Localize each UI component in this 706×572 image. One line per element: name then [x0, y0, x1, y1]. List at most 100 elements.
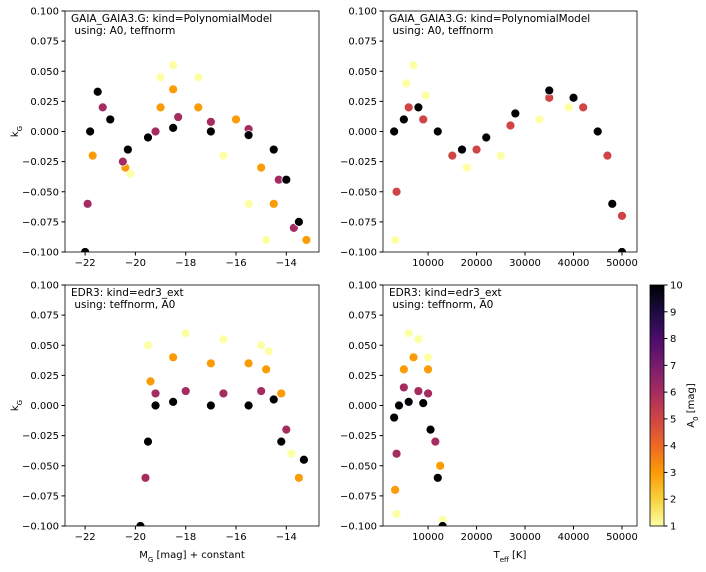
colorbar-tick-label: 4: [670, 441, 676, 452]
x-tick-label: −18: [175, 258, 196, 269]
point: [578, 102, 589, 113]
point: [568, 92, 579, 103]
point: [143, 132, 153, 143]
axes-frame: [382, 284, 638, 527]
point: [243, 400, 254, 411]
y-tick-label: 0.025: [348, 97, 377, 108]
point: [218, 150, 229, 161]
point: [243, 198, 254, 209]
annotation: using: teffnorm, A0: [71, 299, 175, 311]
y-tick-label: −0.050: [340, 187, 377, 198]
colorbar-tick-label: 3: [670, 468, 676, 479]
point: [425, 424, 436, 435]
colorbar-label: A0 [mag]: [686, 383, 700, 428]
y-tick-label: −0.050: [22, 187, 59, 198]
y-tick-label: −0.025: [340, 157, 377, 168]
point: [150, 126, 161, 137]
point: [243, 358, 254, 369]
points: [135, 328, 309, 526]
x-tick-label: −16: [225, 258, 246, 269]
point: [263, 346, 274, 357]
colorbar-tick-label: 10: [670, 281, 683, 292]
point: [389, 126, 400, 137]
x-axis-label-part: M: [139, 550, 148, 561]
y-tick-label: 0.100: [348, 7, 377, 18]
y-tick-label: 0.050: [348, 67, 377, 78]
point: [403, 328, 414, 339]
point: [205, 358, 216, 369]
points: [389, 60, 627, 252]
point: [534, 114, 545, 125]
point: [87, 150, 98, 161]
x-axis-label: MG [mag] + constant: [139, 550, 245, 564]
x-tick-label: −16: [225, 532, 246, 543]
x-tick-label: −20: [125, 532, 146, 543]
x-tick-label: −22: [75, 532, 96, 543]
point: [205, 126, 216, 137]
point: [413, 334, 424, 345]
point: [510, 108, 521, 119]
colorbar-tick-label: 2: [670, 495, 676, 506]
point: [268, 198, 279, 209]
y-tick-label: −0.075: [22, 491, 59, 502]
point: [418, 114, 429, 125]
annotation: using: teffnorm, A0: [389, 299, 493, 311]
axes-frame: [64, 10, 320, 253]
point: [398, 364, 409, 375]
point: [168, 352, 179, 363]
y-tick-label: 0.075: [348, 311, 377, 322]
y-tick-label: −0.050: [340, 461, 377, 472]
point: [168, 122, 179, 133]
colorbar-label-part: A: [686, 421, 697, 428]
point: [592, 126, 603, 137]
y-tick-label: 0.000: [348, 127, 377, 138]
x-tick-label: 50000: [606, 258, 638, 269]
x-axis-label-part: [K]: [509, 550, 527, 561]
point: [544, 85, 555, 96]
point: [401, 78, 412, 89]
point: [261, 364, 272, 375]
colorbar-label-part: 0: [692, 416, 700, 420]
point: [92, 86, 103, 97]
axes-frame: [382, 10, 638, 253]
x-tick-label: 30000: [509, 532, 541, 543]
colorbar-tick-label: 7: [670, 361, 676, 372]
y-tick-label: 0.000: [348, 401, 377, 412]
point: [150, 388, 161, 399]
x-tick-label: −20: [125, 258, 146, 269]
y-tick-label: −0.100: [22, 522, 59, 533]
point: [143, 340, 153, 351]
colorbar-tick-label: 8: [670, 334, 676, 345]
x-tick-label: 40000: [558, 258, 590, 269]
annotation: using: A0, teffnorm: [71, 25, 175, 37]
x-tick-label: −18: [175, 532, 196, 543]
y-tick-label: 0.025: [30, 97, 59, 108]
point: [391, 448, 402, 459]
point: [413, 386, 424, 396]
point: [105, 114, 116, 125]
point: [617, 210, 627, 221]
colorbar-tick-label: 6: [670, 388, 676, 399]
y-tick-label: 0.000: [30, 127, 59, 138]
point: [97, 102, 108, 113]
y-tick-label: −0.075: [340, 491, 377, 502]
x-tick-label: 20000: [461, 258, 493, 269]
x-tick-label: 30000: [509, 258, 541, 269]
x-tick-label: 20000: [461, 532, 493, 543]
colorbar-tick-label: 1: [670, 522, 676, 533]
point: [505, 120, 516, 131]
point: [85, 126, 96, 137]
point: [243, 130, 254, 141]
y-tick-label: 0.000: [30, 401, 59, 412]
point: [168, 84, 179, 95]
point: [150, 400, 161, 411]
point: [398, 114, 409, 125]
point: [413, 102, 424, 113]
point: [256, 162, 267, 173]
point: [276, 388, 287, 399]
x-tick-label: 40000: [558, 532, 590, 543]
point: [286, 448, 297, 459]
point: [423, 364, 433, 375]
points: [389, 328, 448, 526]
point: [394, 400, 404, 411]
